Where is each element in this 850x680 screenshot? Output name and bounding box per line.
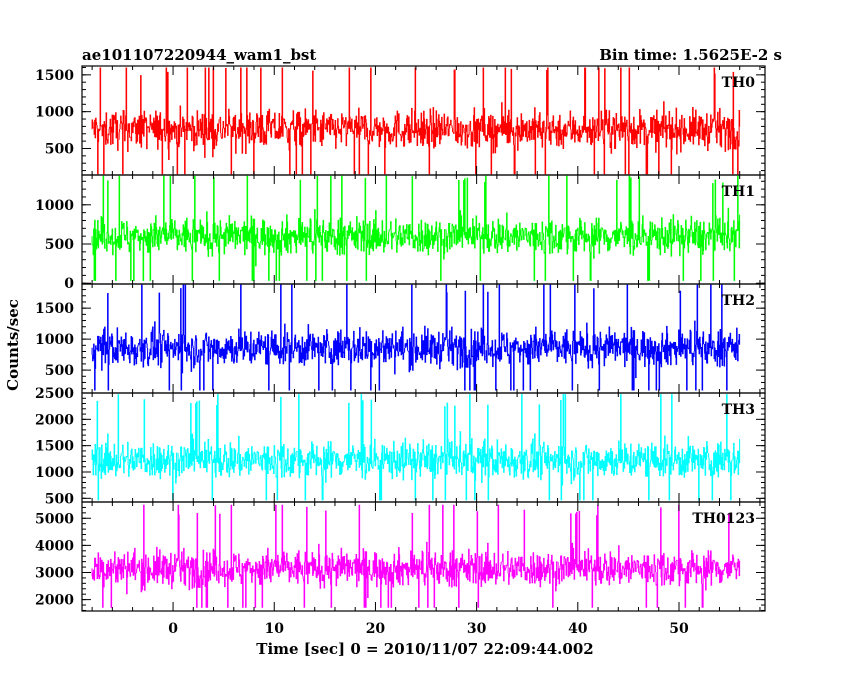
y-tick-label: 1000 xyxy=(35,465,74,481)
series-line-th0 xyxy=(91,67,741,175)
series-label-th2: TH2 xyxy=(722,293,755,309)
y-tick-label: 500 xyxy=(45,237,74,253)
panel-th0: 500 1000 1500 TH0 xyxy=(35,65,766,176)
panel-th1: 0 500 1000 TH1 xyxy=(35,174,766,292)
y-tick-label: 1500 xyxy=(35,439,74,455)
y-tick-label: 5000 xyxy=(35,511,74,527)
series-label-th1: TH1 xyxy=(722,184,755,200)
series-label-th3: TH3 xyxy=(722,402,755,418)
y-tick-label: 500 xyxy=(45,141,74,157)
x-tick-label: 50 xyxy=(669,621,689,637)
y-tick-label: 0 xyxy=(64,276,74,292)
series-line-th2 xyxy=(91,284,741,391)
y-tick-label: 4000 xyxy=(35,538,74,554)
y-tick-label: 500 xyxy=(45,363,74,379)
y-tick-label: 2000 xyxy=(35,412,74,428)
panel-th0123: 2000 3000 4000 5000 TH0123 xyxy=(35,501,766,612)
x-tick-label: 20 xyxy=(366,621,386,637)
series-label-th0: TH0 xyxy=(722,75,756,91)
y-tick-label: 2000 xyxy=(35,593,74,609)
y-tick-label: 2500 xyxy=(35,386,74,402)
series-line-th0123 xyxy=(91,504,741,608)
x-tick-label: 30 xyxy=(467,621,487,637)
y-tick-label: 1500 xyxy=(35,301,74,317)
series-line-th3 xyxy=(91,394,741,501)
y-axis-label: Counts/sec xyxy=(4,299,22,391)
y-tick-label: 1000 xyxy=(35,105,74,121)
chart-subtitle: Bin time: 1.5625E-2 s xyxy=(599,46,782,64)
x-tick-label: 0 xyxy=(168,621,178,637)
panel-th2: 500 1000 1500 TH2 xyxy=(35,283,766,394)
x-tick-label: 40 xyxy=(568,621,588,637)
y-tick-label: 500 xyxy=(45,491,74,507)
y-tick-label: 1000 xyxy=(35,198,74,214)
panel-th3: 500 1000 1500 2000 2500 TH3 xyxy=(35,386,766,507)
x-axis: 0 10 20 30 40 50 xyxy=(168,621,689,637)
x-axis-label: Time [sec] 0 = 2010/11/07 22:09:44.002 xyxy=(256,640,593,658)
series-line-th1 xyxy=(91,175,741,281)
y-tick-label: 3000 xyxy=(35,565,74,581)
y-tick-label: 1000 xyxy=(35,332,74,348)
y-tick-label: 1500 xyxy=(35,68,74,84)
series-label-th0123: TH0123 xyxy=(692,511,755,527)
x-tick-label: 10 xyxy=(265,621,285,637)
chart-title: ae101107220944_wam1_bst xyxy=(82,46,316,64)
